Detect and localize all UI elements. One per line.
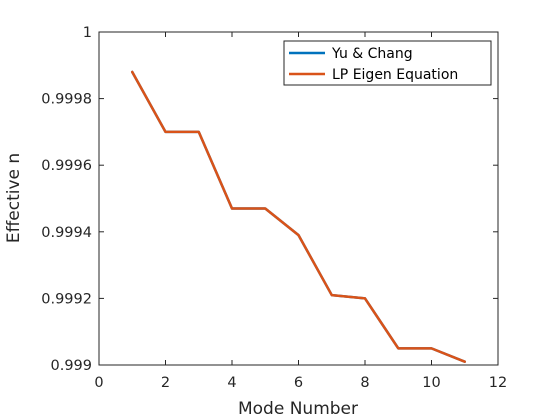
y-tick-label: 1: [83, 25, 92, 41]
y-tick-label: 0.9992: [41, 291, 92, 307]
plot-area: [99, 32, 498, 365]
legend-box: [283, 40, 492, 86]
x-tick-label: 8: [360, 375, 369, 391]
x-tick-label: 2: [161, 375, 170, 391]
y-tick-label: 0.999: [50, 358, 92, 374]
x-tick-label: 0: [94, 375, 103, 391]
legend: Yu & Chang LP Eigen Equation: [283, 40, 492, 86]
x-tick-label: 10: [422, 375, 440, 391]
legend-label-1: Yu & Chang: [331, 46, 413, 62]
series-line-2: [131, 70, 466, 363]
x-axis-title: Mode Number: [238, 399, 358, 419]
y-axis-title: Effective n: [4, 153, 24, 243]
ticks-layer: 0 2 4 6 8 10 12 0.999 0.9992 0.9994 0.9996 0.9998 1: [41, 25, 507, 391]
x-tick-label: 4: [227, 375, 236, 391]
series-layer: [131, 70, 466, 363]
y-tick-label: 0.9996: [41, 158, 92, 174]
x-tick-label: 6: [294, 375, 303, 391]
y-tick-label: 0.9994: [41, 225, 92, 241]
x-tick-label: 12: [489, 375, 507, 391]
legend-label-2: LP Eigen Equation: [332, 67, 458, 83]
y-tick-label: 0.9998: [41, 92, 92, 108]
